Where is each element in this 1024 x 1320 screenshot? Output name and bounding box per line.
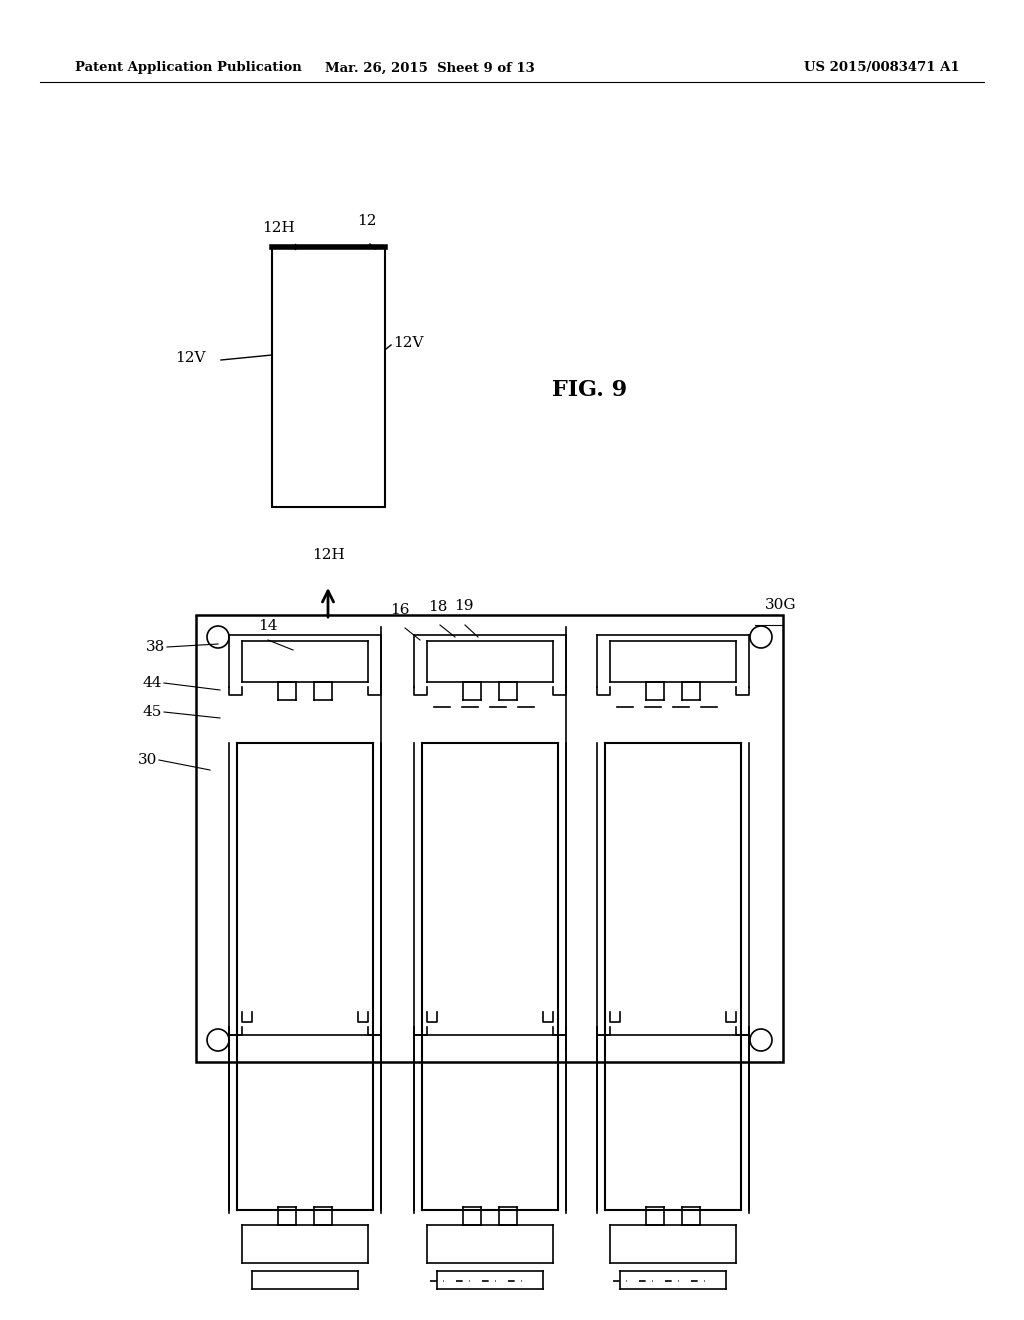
- Text: Mar. 26, 2015  Sheet 9 of 13: Mar. 26, 2015 Sheet 9 of 13: [326, 62, 535, 74]
- Text: Patent Application Publication: Patent Application Publication: [75, 62, 302, 74]
- Text: 12V: 12V: [175, 351, 206, 366]
- Text: 38: 38: [145, 640, 165, 653]
- Text: 12: 12: [357, 214, 377, 228]
- Text: 19: 19: [454, 599, 473, 612]
- Text: 14: 14: [258, 619, 278, 634]
- Text: 44: 44: [142, 676, 162, 690]
- Text: 45: 45: [142, 705, 162, 719]
- Bar: [272, 247, 385, 507]
- Text: 18: 18: [428, 601, 447, 614]
- Text: 12H: 12H: [262, 220, 295, 235]
- Text: 30G: 30G: [765, 598, 797, 612]
- Text: 30: 30: [137, 752, 157, 767]
- Text: 12V: 12V: [393, 337, 424, 350]
- Text: US 2015/0083471 A1: US 2015/0083471 A1: [805, 62, 961, 74]
- Text: 12H: 12H: [311, 548, 344, 562]
- Text: FIG. 9: FIG. 9: [552, 379, 628, 401]
- Text: 16: 16: [390, 603, 410, 616]
- Bar: [196, 615, 783, 1063]
